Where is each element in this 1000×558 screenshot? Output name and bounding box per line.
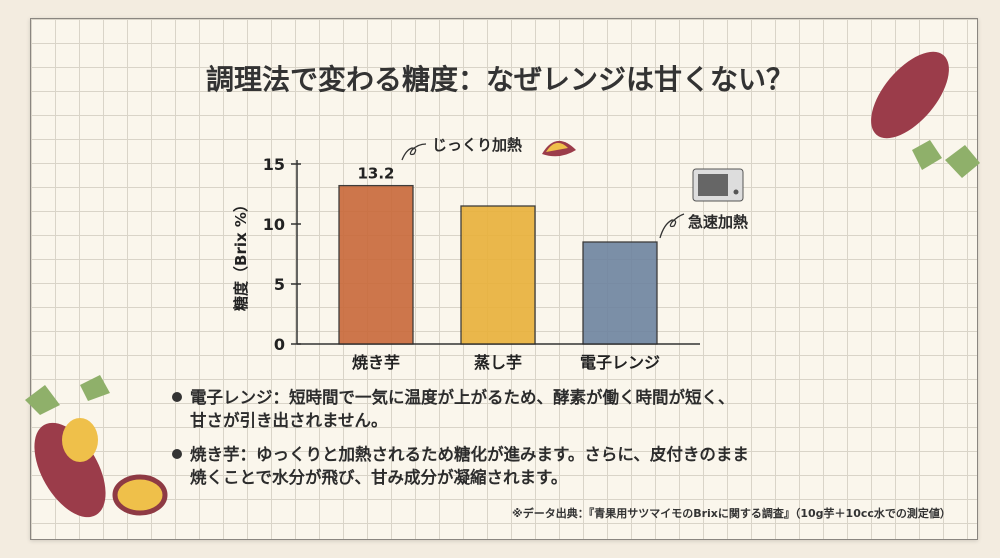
sweet-potato-illustration [871, 51, 980, 178]
y-tick-label: 0 [274, 335, 285, 354]
annotation-fast-heat: 急速加熱 [688, 213, 749, 231]
annotation-leader [401, 143, 427, 161]
x-tick-label: 電子レンジ [580, 353, 660, 372]
data-label: 13.2 [357, 165, 394, 183]
data-source: ※データ出典：『青果用サツマイモのBrixに関する調査』（10g芋＋10cc水で… [512, 507, 951, 520]
y-axis-label: 糖度（Brix %） [232, 197, 250, 311]
page-title: 調理法で変わる糖度：なぜレンジは甘くない？ [205, 63, 794, 96]
sweet-potato-illustration [25, 375, 168, 518]
bar [460, 205, 536, 345]
bar [582, 241, 658, 345]
note-text: 焼くことで水分が飛び、甘み成分が凝縮されます。 [190, 468, 568, 487]
x-tick-label: 蒸し芋 [474, 353, 522, 372]
bullet-icon [172, 449, 182, 459]
note-text: 電子レンジ：短時間で一気に温度が上がるため、酵素が働く時間が短く、 [190, 388, 735, 407]
note-roasted: 焼き芋：ゆっくりと加熱されるため糖化が進みます。さらに、皮付きのまま 焼くことで… [172, 443, 749, 489]
y-tick-label: 5 [274, 275, 285, 294]
x-tick-label: 焼き芋 [352, 353, 400, 372]
microwave-icon [692, 168, 744, 202]
annotation-slow-heat: じっくり加熱 [432, 136, 523, 154]
roasted-potato-icon [542, 140, 576, 157]
y-tick-label: 10 [263, 215, 285, 234]
annotation-leader [659, 213, 685, 239]
bar [338, 184, 414, 345]
note-text: 焼き芋：ゆっくりと加熱されるため糖化が進みます。さらに、皮付きのまま [190, 445, 749, 464]
bullet-icon [172, 392, 182, 402]
note-microwave: 電子レンジ：短時間で一気に温度が上がるため、酵素が働く時間が短く、 甘さが引き出… [172, 386, 735, 432]
note-text: 甘さが引き出されません。 [190, 411, 388, 430]
y-tick-label: 15 [263, 155, 285, 174]
